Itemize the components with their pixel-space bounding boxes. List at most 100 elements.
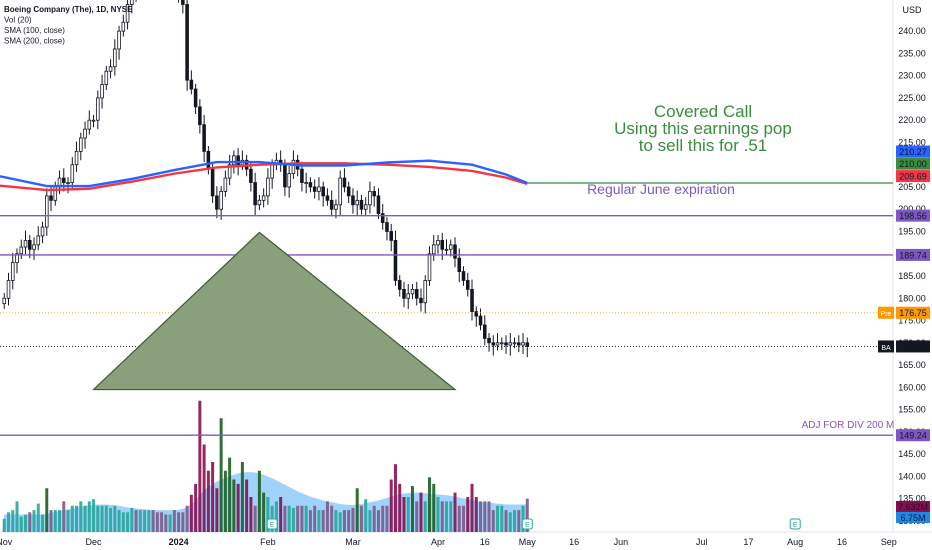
volume-ma-area xyxy=(2,472,530,532)
candle xyxy=(397,275,402,297)
candle-body xyxy=(440,240,445,250)
candle xyxy=(419,288,423,312)
candle-body xyxy=(512,342,517,345)
volume-bar xyxy=(440,501,444,532)
volume-bar xyxy=(351,507,355,532)
candle-body xyxy=(402,288,406,299)
volume-bar xyxy=(338,512,342,532)
volume-bar xyxy=(462,505,465,532)
candle-body xyxy=(334,204,338,210)
candle-body xyxy=(436,240,440,246)
volume-bar xyxy=(198,400,202,532)
volume-bar xyxy=(28,512,32,532)
candle-body xyxy=(202,124,206,152)
candle-body xyxy=(6,280,11,299)
earnings-marker-box xyxy=(789,518,801,530)
candle xyxy=(219,186,223,220)
volume-bar xyxy=(53,510,57,532)
candle-body xyxy=(414,288,419,299)
volume-bar xyxy=(185,505,189,532)
volume-bar xyxy=(393,464,397,532)
candle-body xyxy=(423,280,428,304)
candle-body xyxy=(83,128,87,139)
candle-body xyxy=(91,119,96,122)
volume-bar xyxy=(398,483,402,532)
candle-body xyxy=(461,271,466,281)
candle-body xyxy=(329,199,334,210)
volume-bar xyxy=(466,497,470,532)
volume-bar xyxy=(245,479,249,532)
y-tick-label: 215.00 xyxy=(898,137,926,147)
x-tick-label: Jun xyxy=(614,537,629,547)
volume-bar xyxy=(419,492,423,532)
candle-body xyxy=(470,288,474,313)
volume-bar xyxy=(410,486,414,532)
volume-bar xyxy=(257,470,261,532)
candle-body xyxy=(253,182,257,206)
legend-entry: Vol (20) xyxy=(4,16,32,25)
volume-bar xyxy=(504,510,508,532)
volume-bar xyxy=(2,518,6,532)
candle xyxy=(185,0,189,91)
volume-bar xyxy=(300,505,304,532)
volume-label-text: 7.632M xyxy=(898,502,928,512)
price-label: 210.27 xyxy=(896,145,930,158)
candle-body xyxy=(261,195,266,201)
price-tag-text: Pre xyxy=(881,311,892,318)
candle xyxy=(491,335,496,356)
candle-body xyxy=(210,168,215,197)
volume-bar xyxy=(75,505,79,532)
candle xyxy=(372,186,376,207)
volume-bar xyxy=(334,510,338,532)
candle-body xyxy=(74,150,79,166)
earnings-marker-label: E xyxy=(525,522,530,529)
candle-body xyxy=(185,4,189,81)
candle xyxy=(461,266,466,286)
volume-bar xyxy=(274,501,278,532)
y-tick-label: 235.00 xyxy=(898,48,926,58)
earnings-marker-label: E xyxy=(270,522,275,529)
volume-bar xyxy=(24,514,28,532)
candle-body xyxy=(346,186,351,197)
volume-bar xyxy=(445,501,448,532)
volume-bar xyxy=(389,479,393,532)
candle xyxy=(355,190,359,216)
volume-bar xyxy=(279,497,283,532)
volume-bar xyxy=(436,497,440,532)
candle-body xyxy=(427,253,432,281)
volume-bar xyxy=(372,505,376,532)
candle xyxy=(181,0,185,14)
volume-bar xyxy=(487,501,491,532)
candle-body xyxy=(113,48,117,68)
level-price-label: 198.56 xyxy=(896,209,930,222)
volume-label: 6.75M xyxy=(896,512,930,523)
x-tick-label: Nov xyxy=(0,537,13,547)
candle-body xyxy=(406,293,411,299)
y-tick-label: 205.00 xyxy=(898,182,926,192)
sma-100-line xyxy=(0,159,528,188)
earnings-marker-box xyxy=(521,518,533,530)
candle-body xyxy=(397,280,402,290)
candle xyxy=(104,65,109,90)
y-tick-label: 135.00 xyxy=(898,494,926,504)
covered-call-annotation: Covered Call xyxy=(654,102,752,121)
volume-bar xyxy=(168,514,172,532)
candle xyxy=(517,335,521,353)
candle xyxy=(108,59,113,79)
triangle-drawing xyxy=(92,231,457,391)
candle-body xyxy=(23,240,28,248)
volume-bar xyxy=(296,505,300,532)
candle-body xyxy=(206,150,211,170)
candle xyxy=(202,114,206,163)
volume-bar xyxy=(32,510,36,532)
candle-body xyxy=(499,342,504,345)
candle-body xyxy=(312,186,317,192)
candle xyxy=(117,25,121,60)
candle xyxy=(96,90,100,130)
volume-bar xyxy=(172,510,176,532)
candle-body xyxy=(130,0,134,5)
candle-body xyxy=(193,88,198,108)
candle-body xyxy=(104,70,109,85)
volume-bar xyxy=(155,512,159,532)
